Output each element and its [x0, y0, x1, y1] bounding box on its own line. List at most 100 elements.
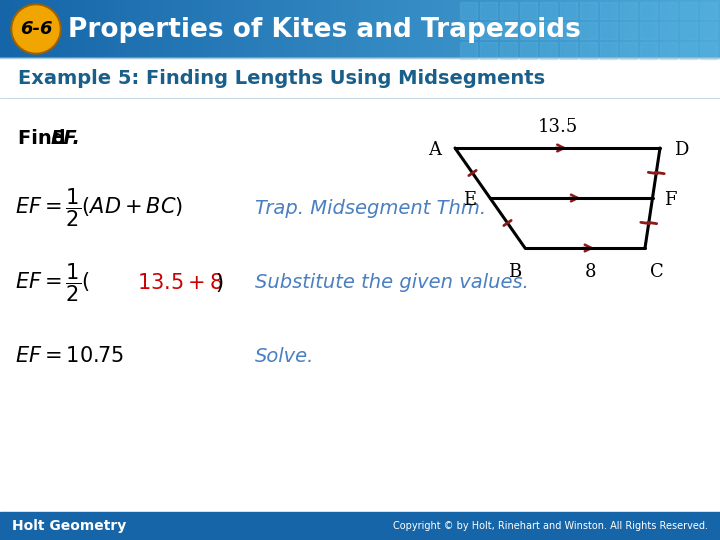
Bar: [640, 2, 657, 19]
Bar: [60, 0, 67, 58]
Bar: [426, 0, 433, 58]
Bar: [666, 0, 673, 58]
Circle shape: [13, 6, 59, 52]
Bar: [276, 0, 283, 58]
Bar: [564, 0, 571, 58]
Bar: [540, 42, 557, 59]
Bar: [630, 0, 637, 58]
Text: Properties of Kites and Trapezoids: Properties of Kites and Trapezoids: [68, 17, 581, 43]
Bar: [186, 0, 193, 58]
Bar: [660, 2, 677, 19]
Bar: [0, 98, 720, 512]
Bar: [312, 0, 319, 58]
Text: E: E: [463, 191, 476, 209]
Bar: [516, 0, 523, 58]
Bar: [678, 0, 685, 58]
Bar: [288, 0, 295, 58]
Bar: [600, 2, 617, 19]
Bar: [600, 0, 607, 58]
Bar: [600, 22, 617, 39]
Bar: [500, 22, 517, 39]
Text: 13.5: 13.5: [537, 118, 577, 136]
Text: Holt Geometry: Holt Geometry: [12, 519, 126, 533]
Bar: [474, 0, 481, 58]
Bar: [642, 0, 649, 58]
Bar: [222, 0, 229, 58]
Bar: [0, 512, 720, 540]
Bar: [96, 0, 103, 58]
Bar: [0, 58, 720, 98]
Text: 8: 8: [584, 263, 595, 281]
Bar: [102, 0, 109, 58]
Bar: [654, 0, 661, 58]
Bar: [480, 0, 487, 58]
Bar: [460, 22, 477, 39]
Bar: [144, 0, 151, 58]
Bar: [620, 22, 637, 39]
Bar: [240, 0, 247, 58]
Bar: [528, 0, 535, 58]
Bar: [72, 0, 79, 58]
Bar: [30, 0, 37, 58]
Bar: [258, 0, 265, 58]
Bar: [54, 0, 61, 58]
Bar: [264, 0, 271, 58]
Bar: [520, 42, 537, 59]
Bar: [600, 42, 617, 59]
Bar: [126, 0, 133, 58]
Bar: [414, 0, 421, 58]
Bar: [684, 0, 691, 58]
Text: EF.: EF.: [51, 129, 81, 147]
Text: Copyright © by Holt, Rinehart and Winston. All Rights Reserved.: Copyright © by Holt, Rinehart and Winsto…: [393, 521, 708, 531]
Bar: [348, 0, 355, 58]
Bar: [150, 0, 157, 58]
Bar: [336, 0, 343, 58]
Bar: [432, 0, 439, 58]
Bar: [702, 0, 709, 58]
Bar: [378, 0, 385, 58]
Text: $)$: $)$: [215, 272, 223, 294]
Bar: [360, 0, 367, 58]
Bar: [620, 42, 637, 59]
Bar: [540, 22, 557, 39]
Text: Example 5: Finding Lengths Using Midsegments: Example 5: Finding Lengths Using Midsegm…: [18, 70, 545, 89]
Text: C: C: [650, 263, 664, 281]
Bar: [456, 0, 463, 58]
Bar: [108, 0, 115, 58]
Text: $\mathit{EF}=10.75$: $\mathit{EF}=10.75$: [15, 346, 124, 366]
Bar: [48, 0, 55, 58]
Bar: [522, 0, 529, 58]
Bar: [700, 42, 717, 59]
Bar: [708, 0, 715, 58]
Bar: [132, 0, 139, 58]
Bar: [330, 0, 337, 58]
Bar: [696, 0, 703, 58]
Bar: [546, 0, 553, 58]
Bar: [618, 0, 625, 58]
Bar: [588, 0, 595, 58]
Bar: [504, 0, 511, 58]
Text: F: F: [665, 191, 677, 209]
Text: 6-6: 6-6: [19, 20, 53, 38]
Bar: [354, 0, 361, 58]
Bar: [510, 0, 517, 58]
Bar: [560, 42, 577, 59]
Bar: [714, 0, 720, 58]
Bar: [468, 0, 475, 58]
Bar: [640, 22, 657, 39]
Bar: [680, 22, 697, 39]
Bar: [594, 0, 601, 58]
Bar: [540, 0, 547, 58]
Bar: [660, 0, 667, 58]
Bar: [366, 0, 373, 58]
Bar: [444, 0, 451, 58]
Bar: [84, 0, 91, 58]
Bar: [620, 2, 637, 19]
Bar: [234, 0, 241, 58]
Bar: [582, 0, 589, 58]
Bar: [680, 42, 697, 59]
Bar: [648, 0, 655, 58]
Bar: [520, 2, 537, 19]
Bar: [252, 0, 259, 58]
Bar: [120, 0, 127, 58]
